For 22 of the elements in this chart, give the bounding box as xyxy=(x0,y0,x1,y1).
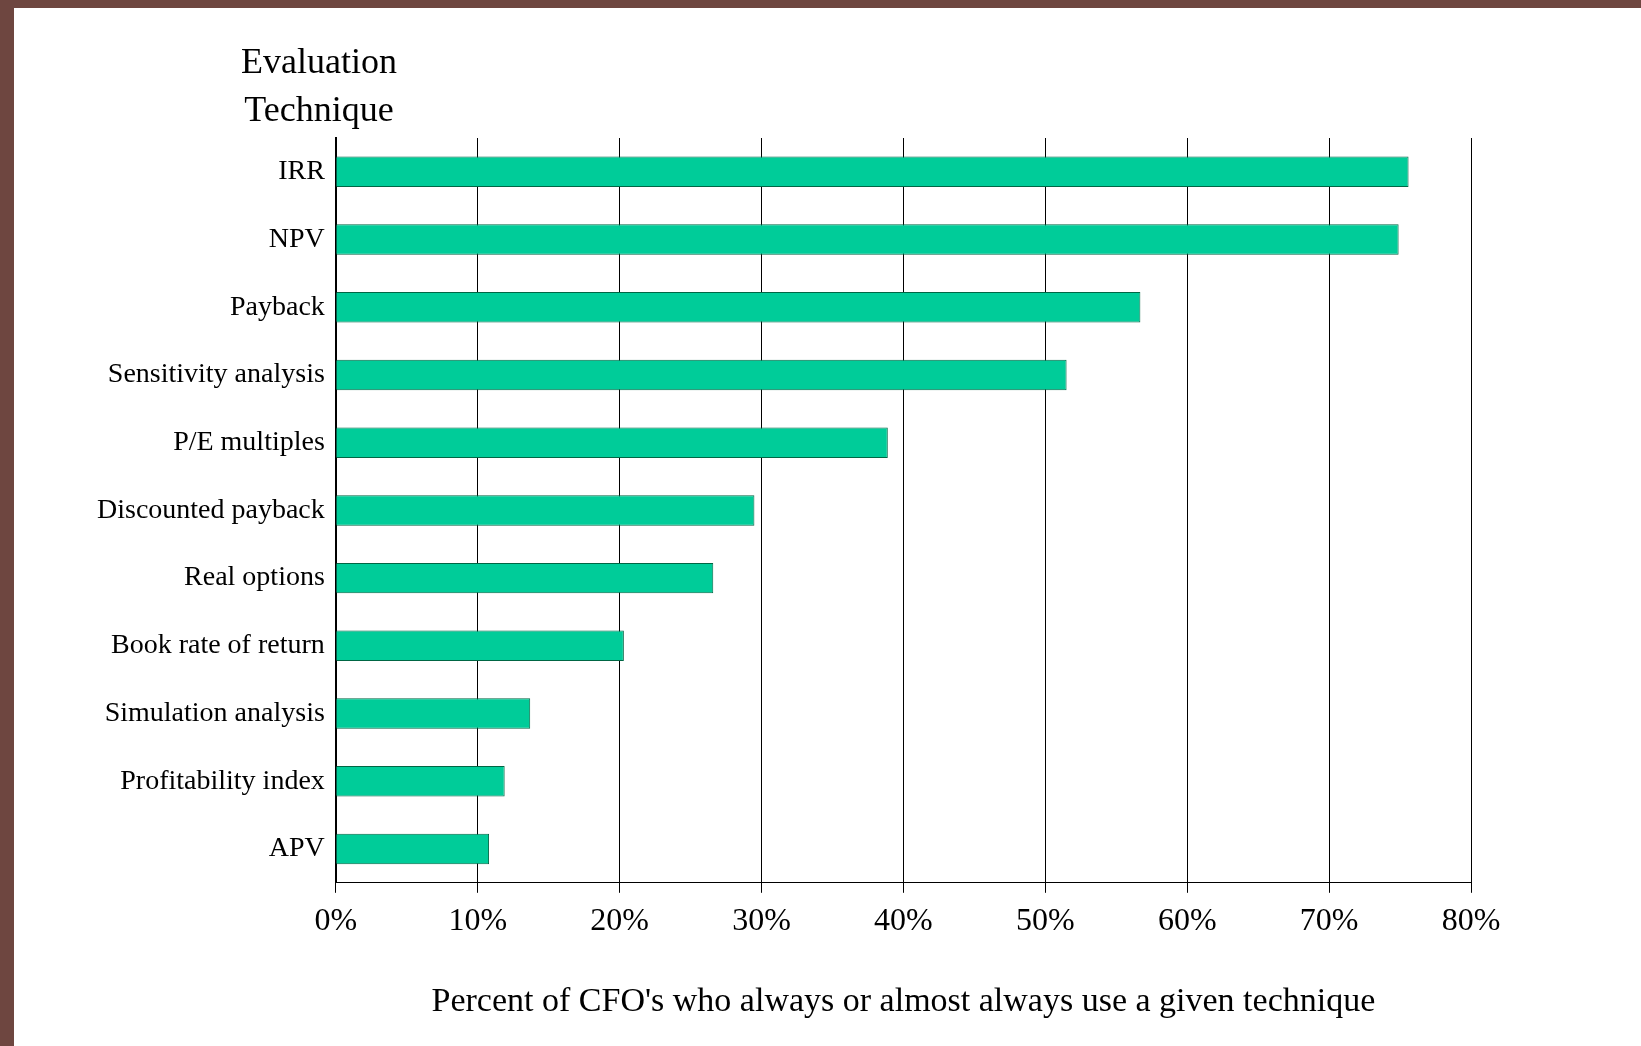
x-tick-label: 60% xyxy=(1157,901,1217,938)
y-tick-label: IRR xyxy=(278,154,326,186)
x-tick-label: 30% xyxy=(732,901,791,938)
y-tick-label: Real options xyxy=(184,560,325,592)
y-tick-label: Profitability index xyxy=(120,763,325,795)
x-tick-label: 70% xyxy=(1299,901,1359,938)
y-tick-label: P/E multiples xyxy=(173,425,325,457)
x-tick-label: 20% xyxy=(590,901,649,938)
x-tick-label: 80% xyxy=(1441,901,1501,938)
x-tick-label: 10% xyxy=(448,901,508,938)
y-tick-label: Simulation analysis xyxy=(104,695,325,727)
x-axis-title: Percent of CFO's who always or almost always use a given technique xyxy=(431,980,1376,1018)
y-tick-label: Sensitivity analysis xyxy=(107,357,325,389)
y-tick-label: Payback xyxy=(229,289,325,321)
x-tick-label: 50% xyxy=(1015,901,1075,938)
y-tick-label: NPV xyxy=(268,221,325,253)
x-tick-label: 40% xyxy=(874,901,933,938)
y-axis-title: Evaluation Technique xyxy=(241,41,397,130)
x-tick-label: 0% xyxy=(314,901,358,938)
y-tick-label: Discounted payback xyxy=(96,492,325,524)
y-tick-label: APV xyxy=(268,831,325,863)
y-tick-label: Book rate of return xyxy=(110,628,325,660)
